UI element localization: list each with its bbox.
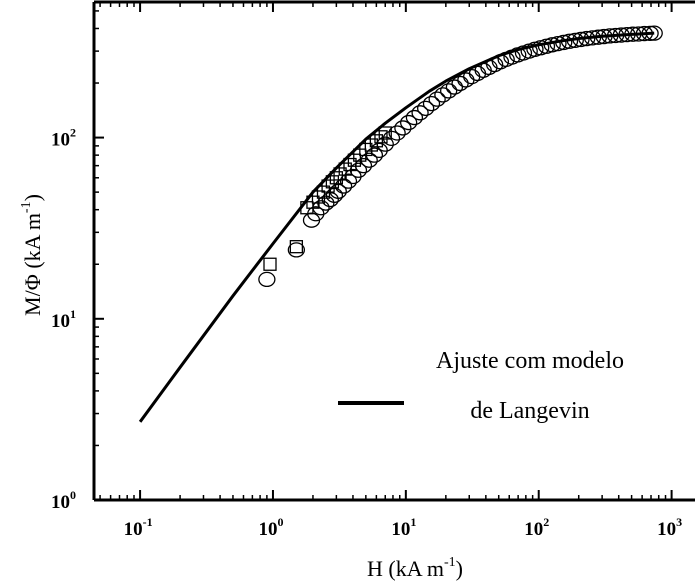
x-tick-label: 103: [657, 515, 682, 540]
data-point-circle: [382, 130, 401, 147]
data-point-circle: [440, 83, 458, 99]
y-tick-label: 102: [51, 126, 76, 151]
series-circle-markers: [258, 25, 663, 288]
x-axis-label-close: ): [456, 556, 463, 581]
data-point-circle: [388, 125, 406, 141]
plot-area: [92, 0, 695, 502]
x-tick-label: 101: [391, 515, 416, 540]
data-point-circle: [325, 187, 344, 203]
x-axis-label-base: H (kA m: [367, 556, 444, 581]
data-point-circle: [434, 87, 452, 103]
fit-layer: [138, 31, 655, 423]
data-point-circle: [354, 157, 373, 174]
data-point-circle: [422, 95, 441, 112]
data-point-circle: [400, 114, 418, 131]
data-point-circle: [411, 105, 429, 121]
y-axis-label-base: M/Φ (kA m: [20, 213, 45, 316]
series-layer: [258, 25, 663, 288]
data-point-square: [325, 175, 340, 189]
data-point-circle: [376, 136, 394, 152]
minor-ticks: [94, 2, 667, 500]
x-tick-label: 10-1: [124, 515, 153, 540]
data-point-square: [289, 240, 304, 254]
data-point-circle: [349, 162, 368, 178]
data-point-circle: [417, 100, 435, 116]
x-axis-label: H (kA m-1): [367, 555, 463, 581]
data-point-circle: [405, 109, 424, 126]
data-point-circle: [451, 75, 469, 92]
major-ticks: [94, 2, 673, 501]
y-tick-labels: 100 101 102: [51, 126, 76, 513]
data-point-circle: [339, 173, 358, 189]
x-axis-label-exp: -1: [444, 555, 456, 570]
data-point-square: [263, 257, 277, 271]
data-point-circle: [334, 178, 353, 194]
x-tick-label: 102: [524, 515, 549, 540]
data-point-circle: [329, 183, 347, 199]
data-point-circle: [365, 147, 384, 163]
y-axis-label-close: ): [20, 194, 45, 201]
legend-entry-line2: de Langevin: [470, 398, 589, 424]
data-point-circle: [445, 79, 464, 95]
data-point-circle: [312, 200, 330, 216]
x-tick-label: 100: [258, 515, 283, 540]
data-point-square: [369, 134, 384, 148]
data-point-circle: [287, 242, 306, 258]
x-tick-labels: 10-1 100 101 102 103: [124, 515, 683, 540]
data-point-circle: [360, 152, 378, 168]
langevin-fit-line: [138, 31, 655, 423]
legend-entry-line1: Ajuste com modelo: [436, 348, 624, 374]
data-point-circle: [258, 271, 276, 288]
y-tick-label: 100: [51, 488, 76, 513]
data-point-square: [378, 126, 392, 140]
data-point-circle: [428, 91, 446, 107]
legend: Ajuste com modelo de Langevin: [338, 348, 624, 424]
data-point-circle: [394, 120, 412, 136]
y-axis-label: M/Φ (kA m-1): [19, 194, 45, 316]
y-tick-label: 101: [51, 307, 76, 332]
y-axis-label-exp: -1: [19, 201, 34, 213]
